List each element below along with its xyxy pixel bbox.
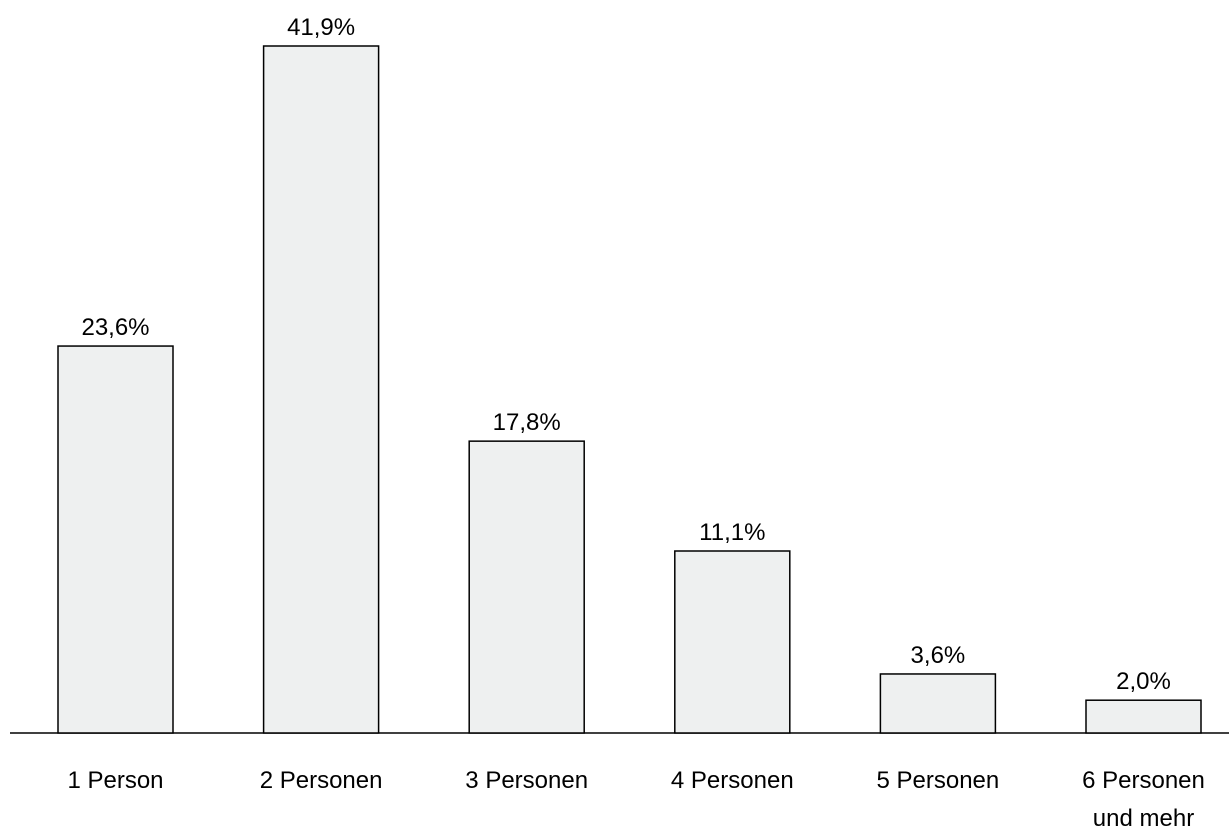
x-tick-label: 2 Personen bbox=[259, 767, 383, 794]
value-label: 41,9% bbox=[287, 14, 355, 41]
x-tick-label: 5 Personen bbox=[876, 767, 1000, 794]
value-label: 17,8% bbox=[493, 409, 561, 436]
bar bbox=[1085, 699, 1202, 734]
x-tick-label: 4 Personen bbox=[670, 767, 794, 794]
bar bbox=[468, 440, 585, 734]
bar bbox=[879, 673, 997, 734]
value-label: 11,1% bbox=[699, 519, 765, 546]
x-tick-label: 6 Personen und mehr bbox=[1082, 767, 1205, 832]
bar bbox=[57, 345, 174, 734]
value-label: 3,6% bbox=[911, 642, 966, 669]
x-tick-label: 1 Person bbox=[67, 767, 164, 794]
bar bbox=[674, 550, 791, 734]
value-label: 23,6% bbox=[81, 314, 149, 341]
bar bbox=[262, 45, 380, 734]
x-tick-label: 3 Personen bbox=[465, 767, 589, 794]
value-label: 2,0% bbox=[1116, 668, 1171, 695]
